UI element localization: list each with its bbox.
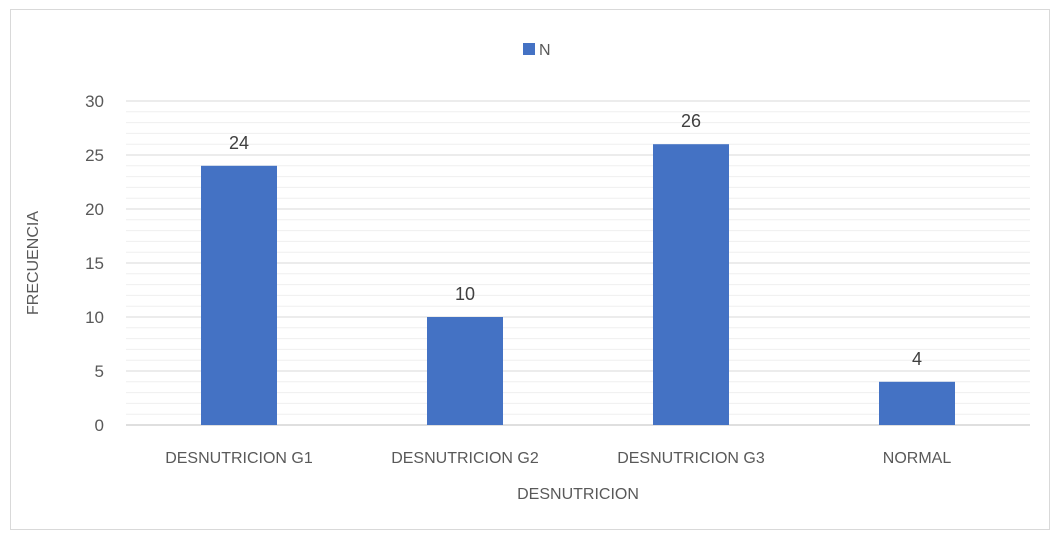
bar-normal xyxy=(879,381,955,425)
bars xyxy=(201,144,955,426)
labels: 0 5 10 15 20 25 30 24 DESNUTRICION G1 10 DESNUTRIC… xyxy=(85,92,951,467)
y-tick-label: 10 xyxy=(85,308,104,327)
y-tick-label: 15 xyxy=(85,254,104,273)
data-label: 4 xyxy=(912,349,922,369)
x-category-label: NORMAL xyxy=(883,450,952,467)
y-tick-label: 5 xyxy=(95,362,104,381)
data-label: 10 xyxy=(455,284,475,304)
legend-label-n: N xyxy=(539,42,551,59)
y-axis-title: FRECUENCIA xyxy=(25,211,42,315)
x-axis-title: DESNUTRICION xyxy=(517,486,639,503)
y-tick-label: 25 xyxy=(85,146,104,165)
chart-frame xyxy=(10,9,1050,530)
x-category-label: DESNUTRICION G3 xyxy=(617,450,765,467)
x-category-label: DESNUTRICION G2 xyxy=(391,450,539,467)
bar-desnutricion-g1 xyxy=(201,165,277,426)
y-tick-label: 20 xyxy=(85,200,104,219)
legend: N xyxy=(523,42,551,59)
bar-desnutricion-g2 xyxy=(427,317,503,425)
y-tick-label: 0 xyxy=(95,416,104,435)
legend-swatch-n xyxy=(523,43,535,55)
data-label: 26 xyxy=(681,111,701,131)
bar-desnutricion-g3 xyxy=(653,144,729,425)
data-label: 24 xyxy=(229,133,249,153)
y-tick-label: 30 xyxy=(85,92,104,111)
x-category-label: DESNUTRICION G1 xyxy=(165,450,313,467)
